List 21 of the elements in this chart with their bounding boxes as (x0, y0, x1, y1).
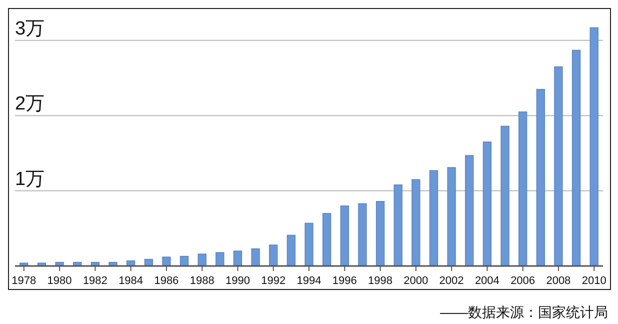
x-tick-label: 2010 (582, 275, 606, 287)
x-tick-label: 1980 (47, 275, 72, 287)
x-tick-label: 2000 (404, 275, 428, 287)
text: ——数据来源：国家统计局 (440, 304, 608, 320)
y-tick-label: 3万 (15, 18, 45, 40)
x-tick-label: 1994 (296, 275, 322, 287)
x-tick-label: 2002 (439, 275, 464, 287)
x-tick-label: 2008 (546, 275, 571, 287)
x-tick-label: 1982 (82, 275, 108, 287)
x-tick-label: 1978 (12, 275, 36, 287)
x-tick-label: 1986 (154, 275, 179, 287)
x-tick-label: 1996 (332, 275, 357, 287)
x-tick-label: 1990 (225, 275, 250, 287)
x-tick-label: 1988 (190, 275, 214, 287)
x-tick-label: 2006 (510, 275, 536, 287)
x-tick-label: 2004 (474, 275, 500, 287)
y-tick-label: 2万 (15, 94, 45, 115)
y-tick-label: 1万 (15, 168, 45, 190)
x-tick-label: 1992 (261, 275, 286, 287)
x-tick-label: 1998 (368, 275, 393, 287)
x-tick-label: 1984 (118, 275, 144, 287)
